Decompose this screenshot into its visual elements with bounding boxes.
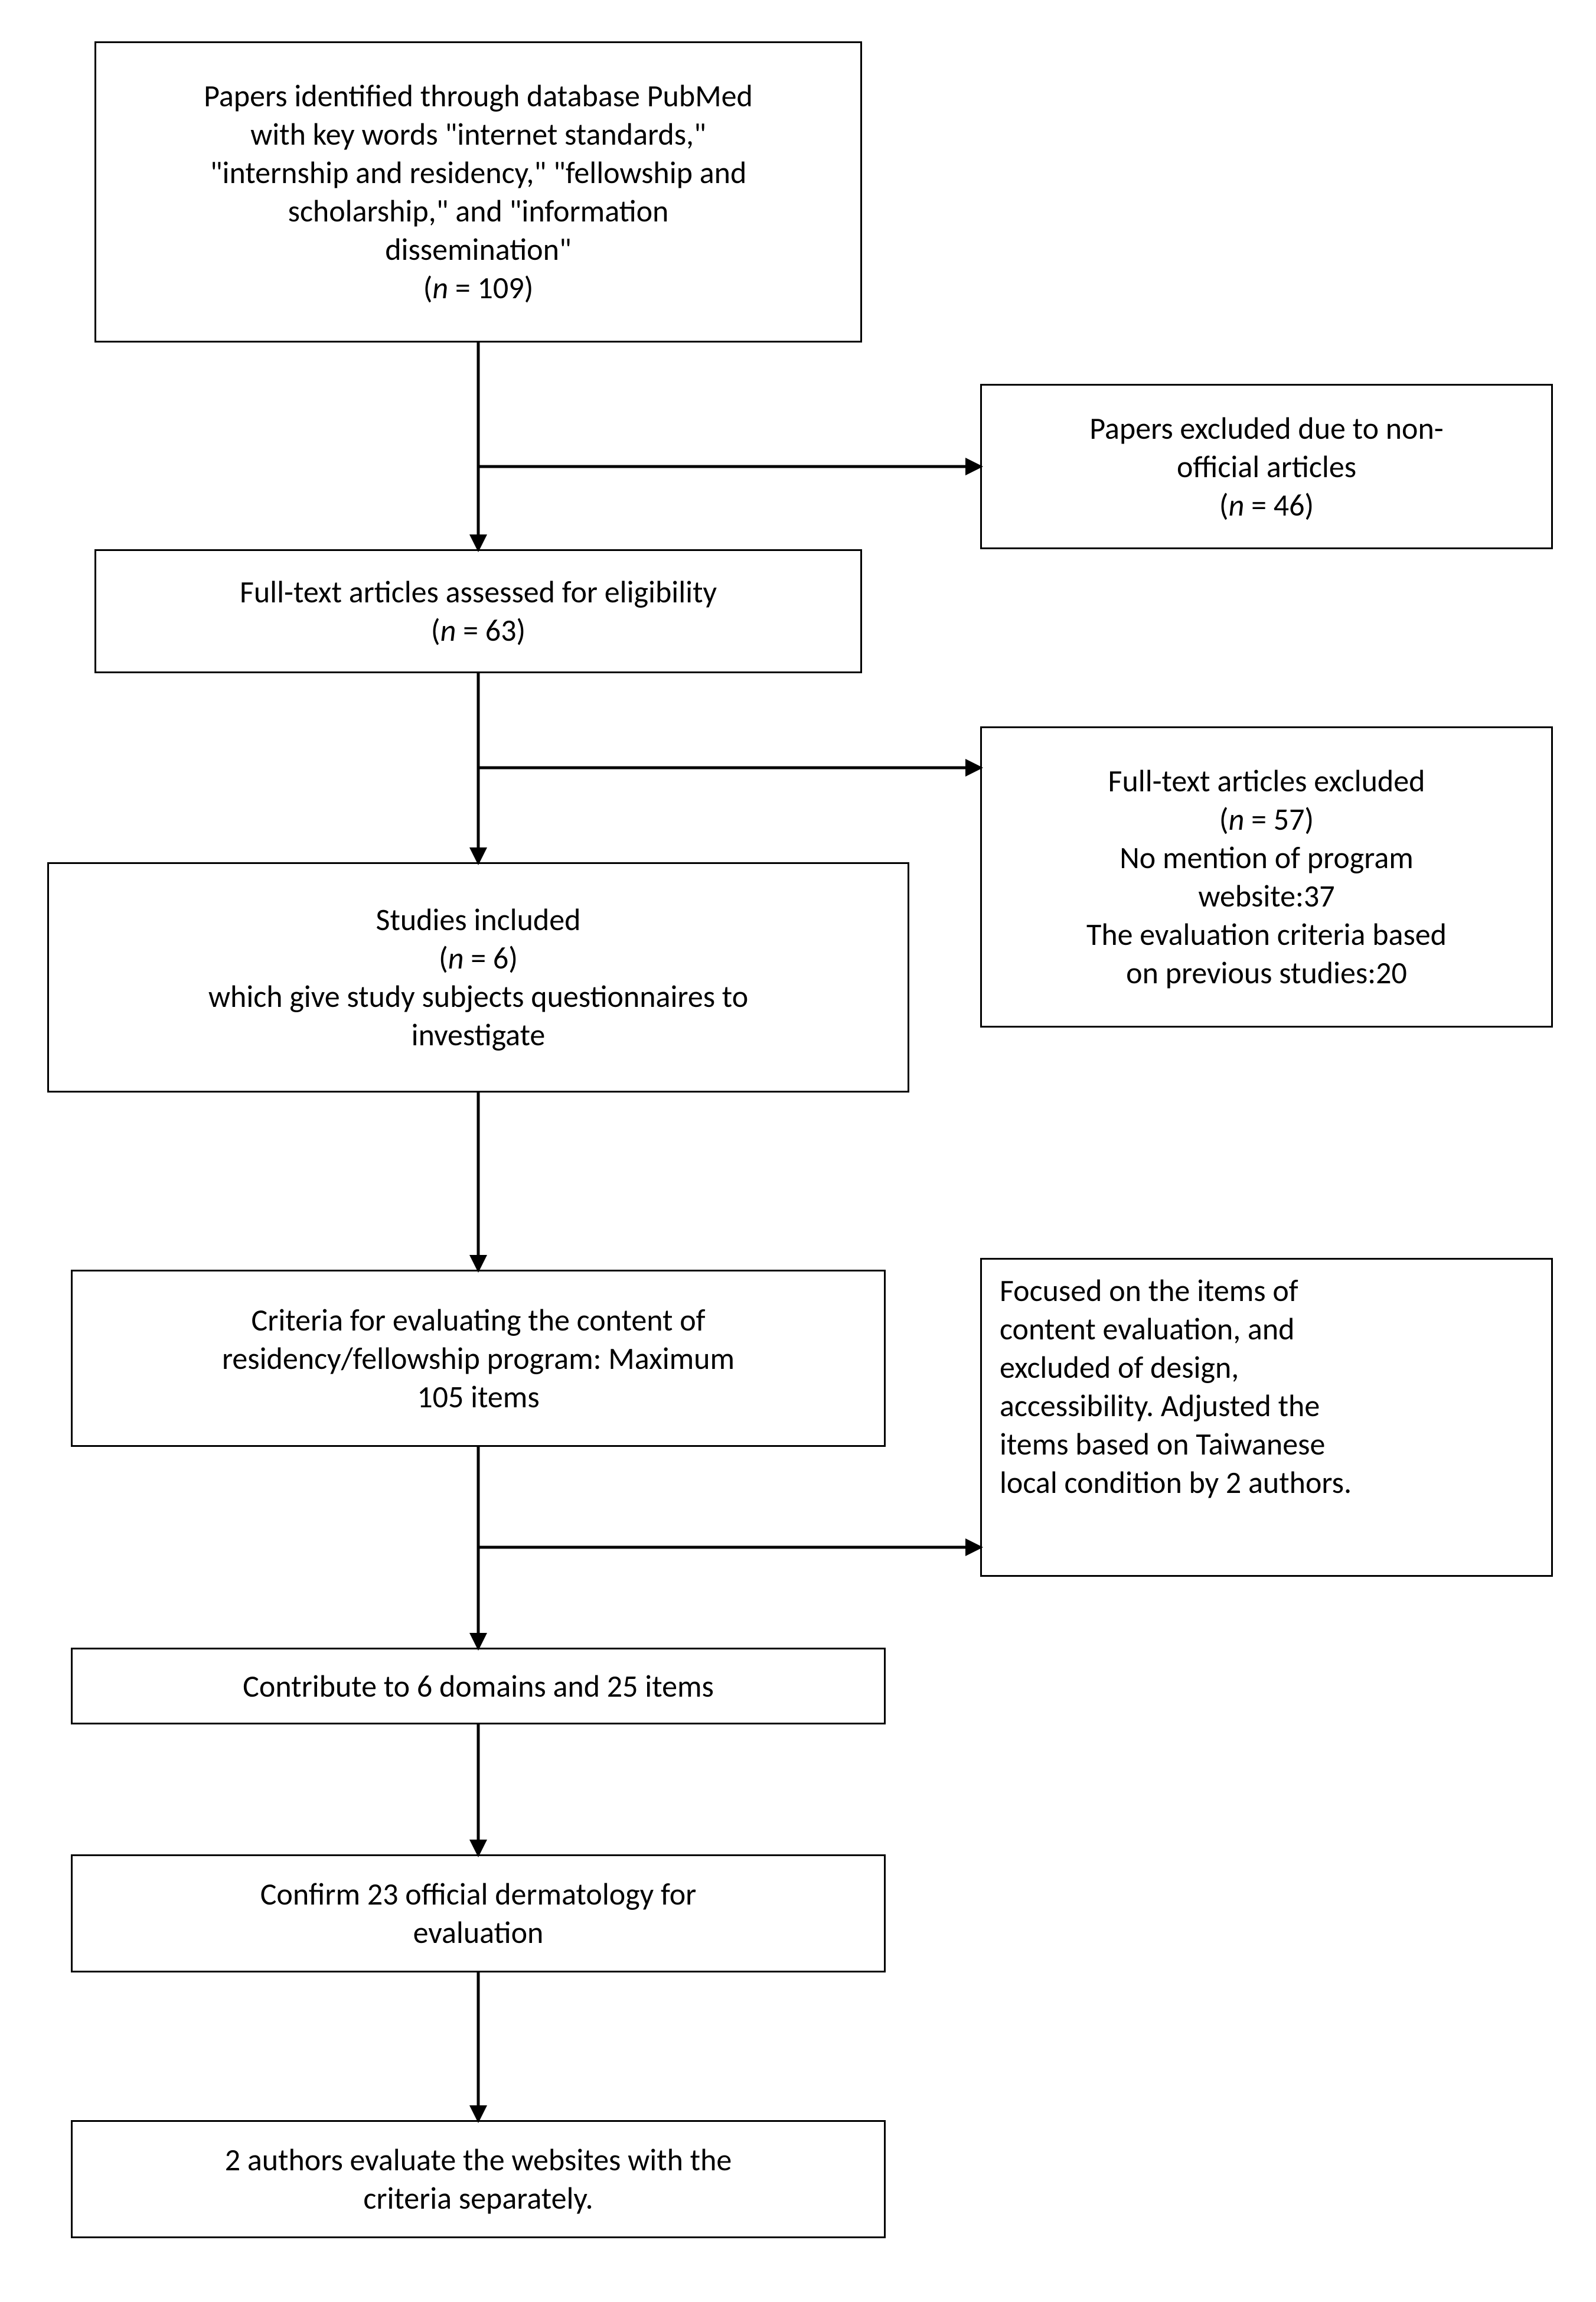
- flow-node-s2: Full-text articles excluded(n = 57)No me…: [980, 726, 1553, 1028]
- flow-node-text: Confirm 23 official dermatology forevalu…: [260, 1875, 697, 1952]
- flow-node-n5: Contribute to 6 domains and 25 items: [71, 1648, 886, 1724]
- flow-node-text: Contribute to 6 domains and 25 items: [243, 1667, 714, 1706]
- flow-node-text: Criteria for evaluating the content ofre…: [222, 1301, 735, 1416]
- flow-node-text: Studies included(n = 6)which give study …: [208, 901, 748, 1054]
- flow-node-text: 2 authors evaluate the websites with the…: [225, 2141, 732, 2218]
- flow-node-text: Papers excluded due to non-official arti…: [1089, 409, 1443, 524]
- flow-node-n3: Studies included(n = 6)which give study …: [47, 862, 909, 1093]
- flow-node-n4: Criteria for evaluating the content ofre…: [71, 1270, 886, 1447]
- flow-node-n7: 2 authors evaluate the websites with the…: [71, 2120, 886, 2238]
- flow-node-text: Papers identified through database PubMe…: [204, 77, 753, 307]
- flow-node-s1: Papers excluded due to non-official arti…: [980, 384, 1553, 549]
- flow-node-n1: Papers identified through database PubMe…: [94, 41, 862, 343]
- flow-node-text: Focused on the items ofcontent evaluatio…: [1000, 1271, 1352, 1502]
- flow-node-s3: Focused on the items ofcontent evaluatio…: [980, 1258, 1553, 1577]
- flowchart-canvas: Papers identified through database PubMe…: [0, 0, 1596, 2302]
- flow-node-text: Full-text articles assessed for eligibil…: [240, 573, 717, 650]
- flow-node-n2: Full-text articles assessed for eligibil…: [94, 549, 862, 673]
- flow-node-text: Full-text articles excluded(n = 57)No me…: [1086, 762, 1447, 992]
- flow-node-n6: Confirm 23 official dermatology forevalu…: [71, 1854, 886, 1972]
